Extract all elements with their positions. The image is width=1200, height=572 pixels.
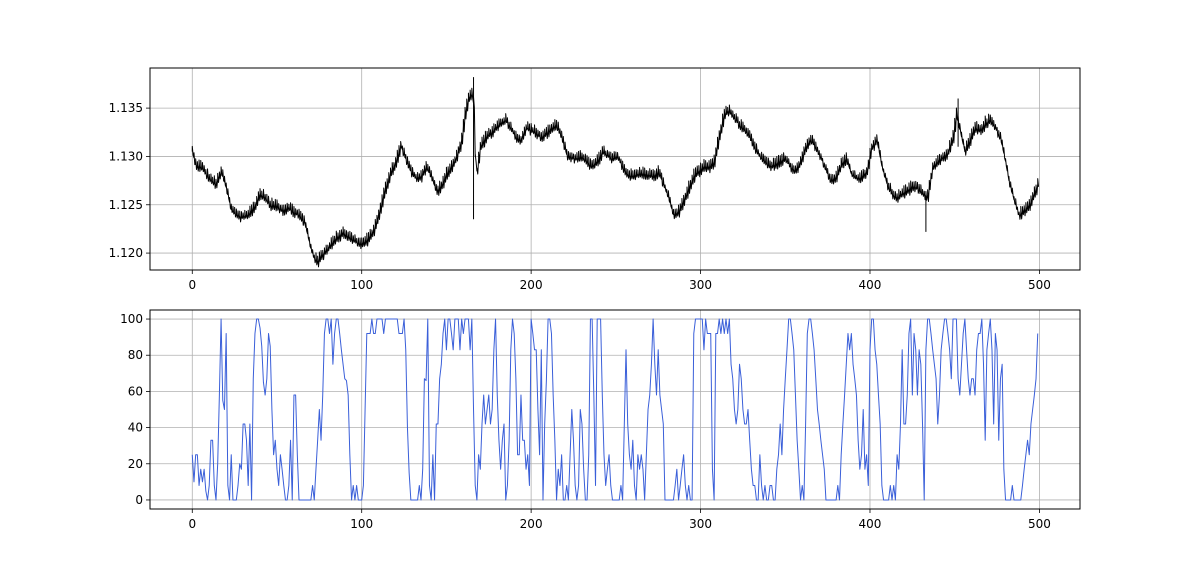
price-chart-x-tick-label: 300 <box>689 278 712 292</box>
oscillator-chart-x-tick-label: 200 <box>520 517 543 531</box>
price-chart-x-tick-label: 100 <box>350 278 373 292</box>
oscillator-chart-x-axis: 0 100 200 300 400 500 <box>188 509 1051 531</box>
price-chart-y-tick-label: 1.125 <box>109 198 143 212</box>
oscillator-chart-x-tick-label: 500 <box>1028 517 1051 531</box>
oscillator-chart-y-tick-label: 40 <box>128 421 143 435</box>
oscillator-chart-y-tick-label: 20 <box>128 457 143 471</box>
oscillator-chart-y-tick-label: 0 <box>135 493 143 507</box>
oscillator-chart-line <box>191 318 1039 501</box>
price-chart-y-axis: 1.120 1.125 1.130 1.135 <box>109 101 150 260</box>
price-chart-series <box>191 77 1040 268</box>
price-chart-x-tick-label: 0 <box>188 278 196 292</box>
oscillator-chart-x-tick-label: 100 <box>350 517 373 531</box>
price-chart-line <box>191 77 1040 268</box>
price-chart-x-axis: 0 100 200 300 400 500 <box>188 270 1051 292</box>
price-chart-x-tick-label: 200 <box>520 278 543 292</box>
price-chart-frame <box>149 67 1081 271</box>
oscillator-chart-y-axis: 0 20 40 60 80 100 <box>120 312 150 507</box>
oscillator-chart-series <box>191 318 1039 501</box>
oscillator-chart-x-tick-label: 0 <box>188 517 196 531</box>
price-chart-x-tick-label: 400 <box>859 278 882 292</box>
price-chart-y-tick-label: 1.120 <box>109 246 143 260</box>
price-chart-x-tick-label: 500 <box>1028 278 1051 292</box>
oscillator-chart-frame <box>149 309 1081 510</box>
oscillator-chart: 0 100 200 300 400 500 0 20 40 60 80 100 <box>120 309 1081 531</box>
oscillator-chart-x-tick-label: 400 <box>859 517 882 531</box>
price-chart-y-tick-label: 1.135 <box>109 101 143 115</box>
price-chart-y-tick-label: 1.130 <box>109 149 143 163</box>
price-chart: 0 100 200 300 400 500 1.120 1.125 1.130 1.135 <box>109 67 1081 292</box>
oscillator-chart-x-tick-label: 300 <box>689 517 712 531</box>
oscillator-chart-y-tick-label: 80 <box>128 348 143 362</box>
oscillator-chart-y-tick-label: 60 <box>128 384 143 398</box>
oscillator-chart-y-tick-label: 100 <box>120 312 143 326</box>
